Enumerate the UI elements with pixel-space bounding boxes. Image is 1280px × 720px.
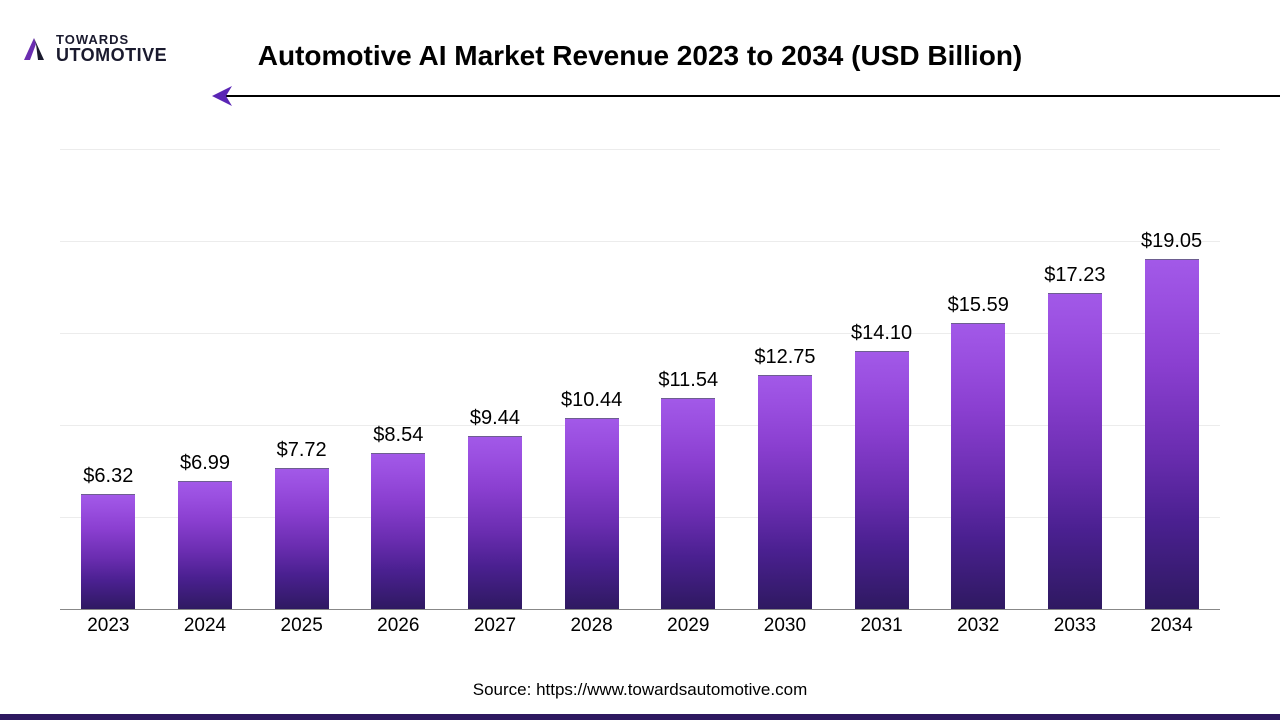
- x-axis-label: 2031: [834, 615, 930, 637]
- bar-group: $19.05: [1124, 230, 1220, 610]
- bar-group: $11.54: [640, 369, 736, 610]
- bar: [178, 481, 232, 610]
- bar-value-label: $14.10: [851, 322, 912, 345]
- bar-group: $8.54: [350, 424, 446, 610]
- x-axis-label: 2024: [157, 615, 253, 637]
- bar: [81, 494, 135, 610]
- bar-value-label: $17.23: [1044, 264, 1105, 287]
- bar-value-label: $8.54: [373, 424, 423, 447]
- x-axis-baseline: [60, 609, 1220, 610]
- x-axis-label: 2029: [640, 615, 736, 637]
- x-axis-label: 2034: [1124, 615, 1220, 637]
- bar: [855, 351, 909, 610]
- bar: [275, 468, 329, 610]
- chart-title: Automotive AI Market Revenue 2023 to 203…: [258, 40, 1023, 72]
- arrow-left-icon: [212, 86, 236, 106]
- bar-chart: $6.32 $6.99 $7.72 $8.54 $9.44 $10.44 $11.54 $12…: [60, 150, 1220, 610]
- x-axis-label: 2023: [60, 615, 156, 637]
- bar-group: $6.99: [157, 452, 253, 610]
- bar-value-label: $6.99: [180, 452, 230, 475]
- x-axis-label: 2032: [930, 615, 1026, 637]
- bar-value-label: $12.75: [754, 346, 815, 369]
- decorative-arrow-line: [218, 95, 1280, 97]
- bar-group: $7.72: [254, 439, 350, 610]
- logo-icon: [20, 34, 50, 64]
- bar-value-label: $15.59: [948, 294, 1009, 317]
- x-axis-label: 2026: [350, 615, 446, 637]
- bar-group: $14.10: [834, 322, 930, 610]
- bar-group: $9.44: [447, 407, 543, 610]
- bar-value-label: $6.32: [83, 465, 133, 488]
- bar-group: $15.59: [930, 294, 1026, 610]
- bar-value-label: $11.54: [658, 369, 718, 392]
- bar: [661, 398, 715, 610]
- bar: [951, 323, 1005, 610]
- footer-bar: [0, 714, 1280, 720]
- bar: [758, 375, 812, 610]
- bar: [1048, 293, 1102, 610]
- bar: [371, 453, 425, 610]
- x-axis-label: 2033: [1027, 615, 1123, 637]
- bar-group: $6.32: [60, 465, 156, 610]
- x-axis-label: 2028: [544, 615, 640, 637]
- bar-value-label: $9.44: [470, 407, 520, 430]
- logo-text-bottom: UTOMOTIVE: [56, 46, 167, 64]
- bar-value-label: $10.44: [561, 389, 622, 412]
- x-axis-label: 2027: [447, 615, 543, 637]
- x-axis-labels: 2023202420252026202720282029203020312032…: [60, 615, 1220, 637]
- bar-value-label: $19.05: [1141, 230, 1202, 253]
- bar: [1145, 259, 1199, 610]
- bar-value-label: $7.72: [277, 439, 327, 462]
- bar: [468, 436, 522, 610]
- bar-group: $17.23: [1027, 264, 1123, 610]
- bar-group: $10.44: [544, 389, 640, 610]
- bar-group: $12.75: [737, 346, 833, 610]
- source-caption: Source: https://www.towardsautomotive.co…: [473, 680, 807, 700]
- bars-container: $6.32 $6.99 $7.72 $8.54 $9.44 $10.44 $11.54 $12…: [60, 150, 1220, 610]
- x-axis-label: 2025: [254, 615, 350, 637]
- bar: [565, 418, 619, 610]
- x-axis-label: 2030: [737, 615, 833, 637]
- brand-logo: TOWARDS UTOMOTIVE: [20, 33, 167, 64]
